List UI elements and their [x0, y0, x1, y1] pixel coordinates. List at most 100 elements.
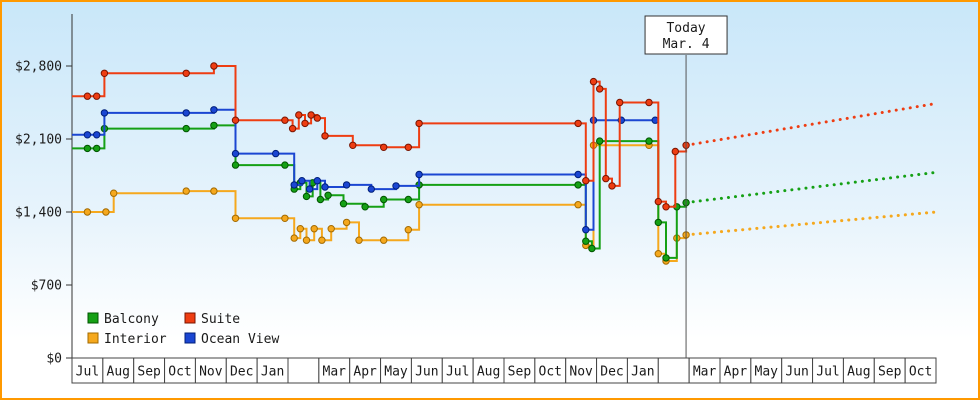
- data-point-interior[interactable]: [415, 201, 423, 209]
- data-point-suite[interactable]: [574, 119, 582, 128]
- legend-item-suite[interactable]: Suite: [184, 312, 240, 327]
- data-point-interior[interactable]: [327, 225, 335, 233]
- data-point-ocean-view[interactable]: [272, 149, 280, 158]
- data-point-ocean-view[interactable]: [415, 170, 423, 179]
- data-point-ocean-view[interactable]: [582, 226, 590, 234]
- data-point-ocean-view[interactable]: [367, 185, 375, 193]
- data-point-suite[interactable]: [404, 143, 412, 152]
- data-point-interior[interactable]: [182, 187, 190, 195]
- data-point-suite[interactable]: [415, 119, 423, 128]
- data-point-interior[interactable]: [380, 236, 388, 244]
- data-point-suite[interactable]: [313, 114, 321, 122]
- x-axis-month-cell: [565, 357, 598, 384]
- data-point-balcony[interactable]: [596, 137, 604, 145]
- data-point-balcony[interactable]: [316, 195, 325, 204]
- data-point-suite[interactable]: [616, 98, 624, 107]
- data-point-balcony[interactable]: [574, 181, 582, 189]
- data-point-suite[interactable]: [182, 69, 190, 78]
- data-point-ocean-view[interactable]: [93, 131, 101, 139]
- data-point-interior[interactable]: [210, 187, 218, 195]
- data-point-balcony[interactable]: [210, 121, 218, 130]
- data-point-balcony[interactable]: [302, 192, 311, 201]
- data-point-suite[interactable]: [83, 92, 92, 100]
- y-axis-tick-label: $1,400: [15, 206, 62, 221]
- data-point-interior[interactable]: [281, 214, 289, 223]
- legend-item-balcony[interactable]: Balcony: [87, 312, 159, 327]
- data-point-ocean-view[interactable]: [321, 183, 329, 191]
- data-point-suite[interactable]: [301, 119, 309, 128]
- data-point-ocean-view[interactable]: [100, 109, 109, 117]
- data-point-interior[interactable]: [296, 225, 304, 233]
- data-point-suite[interactable]: [602, 174, 610, 183]
- x-axis-month-label: May: [755, 365, 779, 380]
- data-point-suite[interactable]: [288, 124, 297, 133]
- data-point-ocean-view[interactable]: [210, 106, 218, 114]
- data-point-ocean-view[interactable]: [290, 181, 298, 189]
- x-axis-month-cell: [256, 357, 289, 384]
- data-point-balcony[interactable]: [361, 203, 369, 211]
- legend-item-ocean-view[interactable]: Ocean View: [184, 332, 279, 347]
- data-point-suite[interactable]: [295, 111, 303, 119]
- data-point-ocean-view[interactable]: [231, 149, 240, 158]
- data-point-ocean-view[interactable]: [313, 177, 321, 185]
- today-label: Today: [666, 21, 705, 36]
- data-point-balcony[interactable]: [339, 200, 348, 208]
- x-axis-month-label: Jan: [631, 365, 654, 380]
- data-point-balcony[interactable]: [182, 124, 190, 133]
- data-point-suite[interactable]: [210, 62, 218, 70]
- data-point-interior[interactable]: [574, 201, 582, 209]
- data-point-interior[interactable]: [310, 225, 318, 233]
- data-point-balcony[interactable]: [231, 161, 240, 169]
- data-point-suite[interactable]: [231, 116, 240, 124]
- data-point-balcony[interactable]: [93, 144, 101, 153]
- data-point-interior[interactable]: [102, 208, 110, 216]
- data-point-ocean-view[interactable]: [305, 185, 314, 193]
- data-point-suite[interactable]: [307, 111, 315, 119]
- data-point-ocean-view[interactable]: [342, 181, 351, 189]
- data-point-suite[interactable]: [589, 77, 598, 86]
- data-point-balcony[interactable]: [582, 237, 590, 245]
- data-point-balcony[interactable]: [654, 218, 662, 227]
- data-point-balcony[interactable]: [645, 137, 653, 145]
- data-point-interior[interactable]: [290, 234, 298, 242]
- data-point-suite[interactable]: [281, 116, 289, 124]
- data-point-interior[interactable]: [83, 208, 92, 216]
- data-point-balcony[interactable]: [380, 195, 388, 204]
- data-point-interior[interactable]: [654, 250, 662, 258]
- forecast-line-suite: [684, 102, 938, 147]
- data-point-interior[interactable]: [231, 214, 240, 223]
- data-point-interior[interactable]: [110, 189, 118, 197]
- data-point-suite[interactable]: [654, 197, 662, 206]
- data-point-balcony[interactable]: [404, 195, 412, 204]
- x-axis-month-label: Jan: [261, 365, 284, 380]
- data-point-ocean-view[interactable]: [392, 182, 400, 190]
- data-point-ocean-view[interactable]: [298, 177, 306, 185]
- data-point-interior[interactable]: [318, 236, 326, 244]
- data-point-suite[interactable]: [380, 143, 388, 152]
- data-point-balcony[interactable]: [662, 254, 670, 262]
- data-point-suite[interactable]: [582, 177, 590, 185]
- data-point-balcony[interactable]: [83, 144, 92, 153]
- data-point-ocean-view[interactable]: [574, 170, 582, 179]
- data-point-suite[interactable]: [645, 98, 653, 107]
- data-point-balcony[interactable]: [588, 244, 596, 253]
- x-axis-month-cell: [904, 357, 937, 384]
- data-point-suite[interactable]: [349, 141, 357, 150]
- x-axis-month-label: Aug: [477, 365, 500, 380]
- data-point-interior[interactable]: [404, 226, 412, 234]
- data-point-ocean-view[interactable]: [182, 109, 190, 117]
- data-point-balcony[interactable]: [324, 191, 332, 200]
- data-point-interior[interactable]: [342, 218, 351, 227]
- data-point-interior[interactable]: [355, 236, 363, 244]
- data-point-suite[interactable]: [608, 182, 616, 190]
- data-point-suite[interactable]: [321, 132, 329, 140]
- legend-item-interior[interactable]: Interior: [87, 332, 167, 347]
- data-point-suite[interactable]: [100, 69, 109, 78]
- data-point-suite[interactable]: [671, 147, 679, 156]
- data-point-suite[interactable]: [93, 92, 101, 100]
- data-point-suite[interactable]: [662, 203, 670, 211]
- data-point-suite[interactable]: [596, 85, 604, 93]
- data-point-interior[interactable]: [302, 236, 311, 244]
- data-point-ocean-view[interactable]: [83, 131, 92, 139]
- data-point-balcony[interactable]: [281, 161, 289, 169]
